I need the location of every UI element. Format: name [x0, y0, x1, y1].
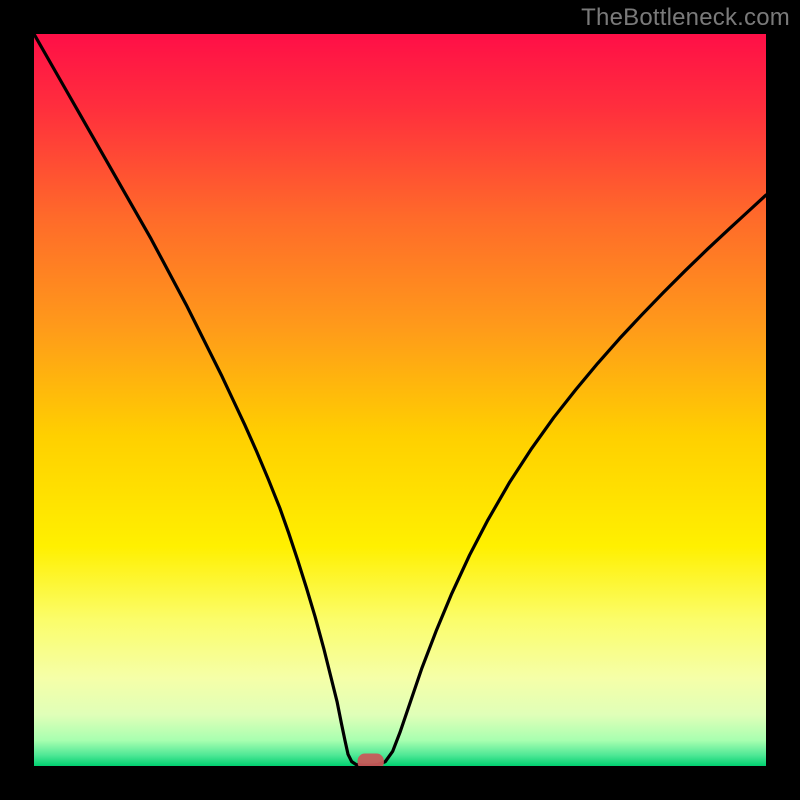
- plot-background: [34, 34, 766, 766]
- chart-container: TheBottleneck.com: [0, 0, 800, 800]
- watermark-text: TheBottleneck.com: [581, 4, 790, 32]
- chart-svg: [0, 0, 800, 800]
